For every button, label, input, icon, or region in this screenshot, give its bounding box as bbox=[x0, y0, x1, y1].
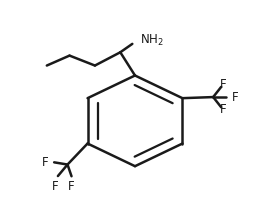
Text: F: F bbox=[220, 103, 227, 116]
Text: NH$_2$: NH$_2$ bbox=[140, 32, 164, 48]
Text: F: F bbox=[232, 90, 238, 103]
Text: F: F bbox=[68, 180, 75, 193]
Text: F: F bbox=[51, 180, 58, 193]
Text: F: F bbox=[220, 78, 227, 91]
Text: F: F bbox=[42, 156, 49, 169]
